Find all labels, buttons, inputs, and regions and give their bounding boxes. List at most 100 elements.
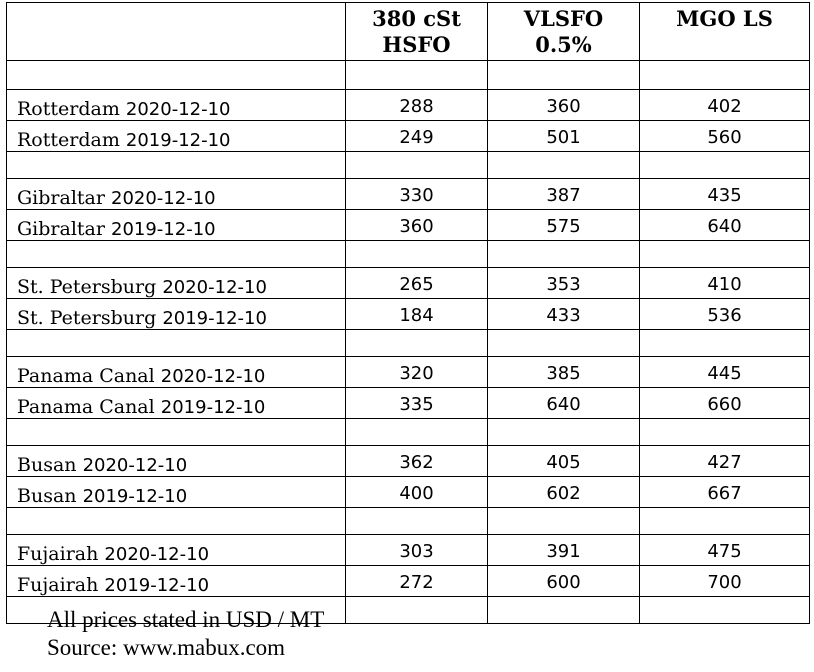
vlsfo-price-cell: 433 [487, 298, 640, 330]
spacer-cell [6, 151, 346, 179]
table-row: Fujairah 2019-12-10 272 600 700 [6, 565, 810, 597]
table-row: Gibraltar 2019-12-10 360 575 640 [6, 209, 810, 241]
hsfo-price-cell: 184 [345, 298, 488, 330]
spacer-row [6, 329, 810, 357]
vlsfo-price-cell: 353 [487, 267, 640, 299]
hsfo-price-cell: 335 [345, 387, 488, 419]
spacer-cell [345, 507, 488, 535]
footnote: All prices stated in USD / MT Source: ww… [47, 606, 324, 662]
spacer-cell [639, 60, 810, 90]
spacer-cell [6, 60, 346, 90]
port-name: Rotterdam [17, 98, 120, 120]
vlsfo-price-cell: 575 [487, 209, 640, 241]
mgo-price-cell: 410 [639, 267, 810, 299]
spacer-cell [6, 596, 346, 624]
mgo-price-cell: 435 [639, 178, 810, 210]
port-name: Panama Canal [17, 365, 155, 387]
hsfo-price-cell: 400 [345, 476, 488, 508]
hsfo-price-cell: 360 [345, 209, 488, 241]
header-cell-mgo: MGO LS [639, 2, 810, 61]
vlsfo-price-cell: 640 [487, 387, 640, 419]
location-cell: Gibraltar 2020-12-10 [6, 178, 346, 210]
spacer-cell [345, 418, 488, 446]
port-name: Gibraltar [17, 218, 105, 240]
spacer-cell [487, 240, 640, 268]
price-date: 2020-12-10 [160, 366, 266, 387]
hsfo-price-cell: 330 [345, 178, 488, 210]
spacer-cell [6, 507, 346, 535]
location-cell: St. Petersburg 2019-12-10 [6, 298, 346, 330]
spacer-cell [639, 240, 810, 268]
port-name: Panama Canal [17, 396, 155, 418]
price-date: 2019-12-10 [162, 308, 267, 329]
vlsfo-price-cell: 391 [487, 534, 640, 566]
port-name: Busan [17, 454, 77, 476]
table-body: Rotterdam 2020-12-10 288 360 402 Rotterdam 2… [6, 60, 810, 624]
table-row: Panama Canal 2019-12-10 335 640 660 [6, 387, 810, 419]
price-date: 2020-12-10 [111, 188, 216, 209]
table-row: Rotterdam 2019-12-10 249 501 560 [6, 120, 810, 152]
hsfo-price-cell: 272 [345, 565, 488, 597]
spacer-row [6, 596, 810, 624]
price-date: 2020-12-10 [104, 544, 210, 565]
spacer-cell [639, 596, 810, 624]
port-name: Rotterdam [17, 129, 120, 151]
location-cell: Fujairah 2020-12-10 [6, 534, 346, 566]
vlsfo-price-cell: 600 [487, 565, 640, 597]
vlsfo-price-cell: 360 [487, 89, 640, 121]
header-hsfo-line-2: HSFO [382, 32, 451, 57]
header-hsfo-line-1: 380 cSt [372, 6, 461, 31]
table-row: Panama Canal 2020-12-10 320 385 445 [6, 356, 810, 388]
hsfo-price-cell: 320 [345, 356, 488, 388]
hsfo-price-cell: 362 [345, 445, 488, 477]
spacer-cell [639, 329, 810, 357]
price-date: 2020-12-10 [125, 99, 231, 120]
price-date: 2020-12-10 [162, 277, 267, 298]
port-name: St. Petersburg [17, 276, 157, 298]
vlsfo-price-cell: 385 [487, 356, 640, 388]
hsfo-price-cell: 288 [345, 89, 488, 121]
port-name: Busan [17, 485, 77, 507]
port-name: Fujairah [17, 543, 99, 565]
mgo-price-cell: 640 [639, 209, 810, 241]
location-cell: St. Petersburg 2020-12-10 [6, 267, 346, 299]
header-vlsfo-line-1: VLSFO [523, 6, 604, 31]
price-date: 2019-12-10 [82, 486, 188, 507]
location-cell: Busan 2019-12-10 [6, 476, 346, 508]
spacer-cell [487, 418, 640, 446]
spacer-cell [639, 507, 810, 535]
mgo-price-cell: 560 [639, 120, 810, 152]
spacer-cell [487, 60, 640, 90]
spacer-cell [345, 329, 488, 357]
spacer-row [6, 507, 810, 535]
spacer-cell [345, 151, 488, 179]
table-header-row: 380 cSt HSFO VLSFO 0.5% MGO LS [6, 2, 810, 61]
spacer-cell [6, 418, 346, 446]
table-row: St. Petersburg 2019-12-10 184 433 536 [6, 298, 810, 330]
location-cell: Busan 2020-12-10 [6, 445, 346, 477]
spacer-cell [487, 329, 640, 357]
mgo-price-cell: 402 [639, 89, 810, 121]
location-cell: Panama Canal 2020-12-10 [6, 356, 346, 388]
spacer-cell [345, 60, 488, 90]
location-cell: Gibraltar 2019-12-10 [6, 209, 346, 241]
table-row: Busan 2020-12-10 362 405 427 [6, 445, 810, 477]
vlsfo-price-cell: 501 [487, 120, 640, 152]
spacer-row [6, 240, 810, 268]
price-date: 2019-12-10 [104, 575, 210, 596]
hsfo-price-cell: 249 [345, 120, 488, 152]
table-row: St. Petersburg 2020-12-10 265 353 410 [6, 267, 810, 299]
table-row: Fujairah 2020-12-10 303 391 475 [6, 534, 810, 566]
spacer-cell [487, 596, 640, 624]
vlsfo-price-cell: 387 [487, 178, 640, 210]
mgo-price-cell: 660 [639, 387, 810, 419]
location-cell: Rotterdam 2019-12-10 [6, 120, 346, 152]
location-cell: Rotterdam 2020-12-10 [6, 89, 346, 121]
table-row: Gibraltar 2020-12-10 330 387 435 [6, 178, 810, 210]
hsfo-price-cell: 303 [345, 534, 488, 566]
header-cell-location [6, 2, 346, 61]
spacer-cell [345, 240, 488, 268]
spacer-cell [6, 329, 346, 357]
spacer-cell [6, 240, 346, 268]
spacer-cell [639, 418, 810, 446]
